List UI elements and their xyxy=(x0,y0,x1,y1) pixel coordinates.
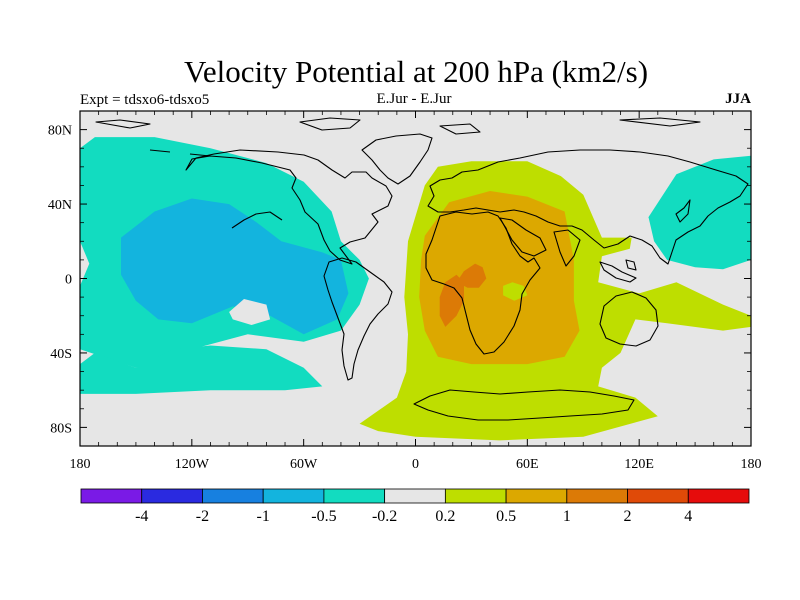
coastline-india xyxy=(553,229,581,267)
coastline-australia xyxy=(599,291,659,347)
x-tick-label: 120W xyxy=(175,457,210,472)
chart-title: Velocity Potential at 200 hPa (km2/s) xyxy=(184,54,648,89)
y-tick-label: 80N xyxy=(48,124,72,139)
y-tick-label: 80S xyxy=(50,421,72,436)
y-tick-label: 0 xyxy=(65,273,72,288)
x-tick-label: 180 xyxy=(70,457,91,472)
coastline-indonesia xyxy=(599,259,637,283)
coastline-arabia xyxy=(499,217,547,257)
coastline-greenland xyxy=(361,133,433,185)
contour-fill-layer xyxy=(80,137,751,441)
colorbar-label: -2 xyxy=(196,508,209,525)
colorbar-label: -1 xyxy=(257,508,270,525)
colorbar-swatch xyxy=(505,488,568,504)
colorbar-swatch xyxy=(444,488,507,504)
season-label: JJA xyxy=(725,91,751,107)
contour-region-positive-core xyxy=(419,191,580,365)
colorbar-swatch xyxy=(141,488,203,504)
axis-ticks-layer: 180 120W 60W 0 60E 120E 180 80N 40N 0 40S 80S xyxy=(48,111,762,472)
coastline-north-america xyxy=(185,149,393,265)
contour-region-north-pacific-core xyxy=(121,198,349,335)
x-tick-label: 180 xyxy=(741,457,762,472)
colorbar-swatch xyxy=(627,488,689,504)
colorbar-swatch xyxy=(566,488,628,504)
contour-hole-mid-pacific-gap xyxy=(229,299,271,325)
coastline-antarctica xyxy=(413,389,635,421)
colorbar-label: 1 xyxy=(563,508,571,525)
map-plot-area xyxy=(79,110,752,447)
contour-region-west-pacific-negative xyxy=(648,155,751,270)
coastline-south-america xyxy=(323,257,393,381)
x-tick-label: 60W xyxy=(290,457,318,472)
colorbar-swatch xyxy=(80,488,143,504)
coastline-japan xyxy=(675,199,691,223)
colorbar-label: 4 xyxy=(684,508,692,525)
colorbar-label: 0.5 xyxy=(496,508,516,525)
contour-region-positive-max-west xyxy=(439,274,464,327)
colorbar-swatch xyxy=(262,488,325,504)
colorbar: -4 -2 -1 -0.5 -0.2 0.2 0.5 1 2 4 xyxy=(80,488,750,525)
contour-region-positive-max-east xyxy=(456,263,487,288)
colorbar-swatch xyxy=(323,488,386,504)
x-tick-label: 60E xyxy=(516,457,539,472)
x-tick-label: 0 xyxy=(412,457,419,472)
y-tick-label: 40N xyxy=(48,198,72,213)
colorbar-label: -0.5 xyxy=(311,508,336,525)
coastline-eurasia xyxy=(427,149,749,265)
x-tick-label: 120E xyxy=(624,457,654,472)
y-tick-label: 40S xyxy=(50,347,72,362)
colorbar-label: -4 xyxy=(135,508,148,525)
colorbar-label: 2 xyxy=(624,508,632,525)
colorbar-swatch xyxy=(687,488,750,504)
colorbar-label: 0.2 xyxy=(435,508,455,525)
colorbar-swatch xyxy=(384,488,446,504)
contour-region-southeast-pacific-negative xyxy=(80,345,323,394)
case-label: E.Jur - E.Jur xyxy=(377,91,452,107)
experiment-label: Expt = tdsxo6-tdsxo5 xyxy=(80,92,209,108)
coastline-aleutians xyxy=(149,149,283,229)
colorbar-swatch xyxy=(202,488,264,504)
colorbar-label: -0.2 xyxy=(372,508,397,525)
coastline-layer xyxy=(95,117,749,421)
coastline-arctic-islands xyxy=(95,117,701,135)
